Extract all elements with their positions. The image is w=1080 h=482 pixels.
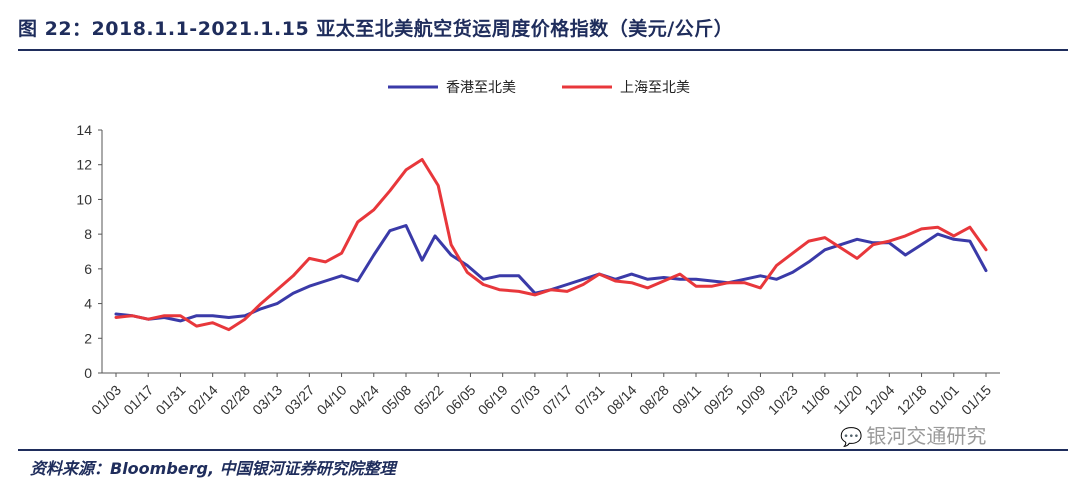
chart-legend: 香港至北美 上海至北美	[388, 80, 690, 96]
x-tick-label: 10/09	[732, 382, 768, 418]
chart-series	[114, 158, 988, 332]
x-tick-label: 07/03	[507, 382, 543, 418]
x-tick-label: 04/24	[346, 382, 382, 418]
x-tick-label: 03/27	[281, 382, 317, 418]
wechat-icon: 💬	[840, 427, 863, 448]
x-tick-label: 12/18	[894, 382, 930, 418]
x-tick-label: 07/31	[571, 382, 607, 418]
x-tick-label: 09/11	[669, 382, 705, 418]
x-axis-ticks: 01/0301/1701/3102/1402/2803/1303/2704/10…	[88, 373, 994, 418]
x-tick-label: 01/17	[120, 382, 156, 418]
y-tick-label: 14	[76, 122, 92, 138]
series-line-shanghai	[114, 158, 988, 332]
x-tick-label: 01/15	[958, 382, 994, 418]
x-tick-label: 12/04	[861, 382, 897, 418]
y-tick-label: 12	[76, 157, 92, 173]
x-tick-label: 02/28	[217, 382, 253, 418]
x-tick-label: 09/25	[700, 382, 736, 418]
x-tick-label: 08/14	[604, 382, 640, 418]
series-line-hongkong	[114, 224, 988, 323]
watermark: 💬 银河交通研究	[840, 420, 986, 449]
x-tick-label: 06/19	[475, 382, 511, 418]
x-tick-label: 10/23	[765, 382, 801, 418]
x-tick-label: 03/13	[249, 382, 285, 418]
chart-title: 图 22：2018.1.1-2021.1.15 亚太至北美航空货运周度价格指数（…	[18, 18, 734, 40]
watermark-text: 银河交通研究	[866, 424, 987, 448]
y-tick-label: 6	[84, 261, 92, 277]
y-tick-label: 0	[84, 365, 92, 381]
x-tick-label: 01/31	[152, 382, 188, 418]
y-tick-label: 10	[76, 191, 92, 207]
y-tick-label: 8	[84, 226, 92, 242]
x-tick-label: 08/28	[636, 382, 672, 418]
x-tick-label: 02/14	[185, 382, 221, 418]
x-tick-label: 01/03	[88, 382, 124, 418]
y-tick-label: 4	[84, 296, 92, 312]
legend-label: 上海至北美	[620, 80, 690, 96]
x-tick-label: 01/01	[926, 382, 962, 418]
y-tick-label: 2	[84, 330, 92, 346]
x-tick-label: 11/06	[798, 382, 834, 418]
chart-axes	[101, 130, 1000, 374]
x-tick-label: 05/22	[410, 382, 446, 418]
x-tick-label: 06/05	[442, 382, 478, 418]
x-tick-label: 04/10	[314, 382, 350, 418]
source-note: 资料来源：Bloomberg, 中国银河证券研究院整理	[30, 459, 396, 478]
legend-label: 香港至北美	[446, 80, 516, 96]
x-tick-label: 07/17	[539, 382, 575, 418]
x-tick-label: 11/20	[830, 382, 866, 418]
y-axis-ticks: 0 2 4 6 8 10 12 14	[76, 122, 102, 381]
title-divider	[18, 49, 1068, 51]
x-tick-label: 05/08	[378, 382, 414, 418]
footer-divider	[18, 449, 1068, 451]
